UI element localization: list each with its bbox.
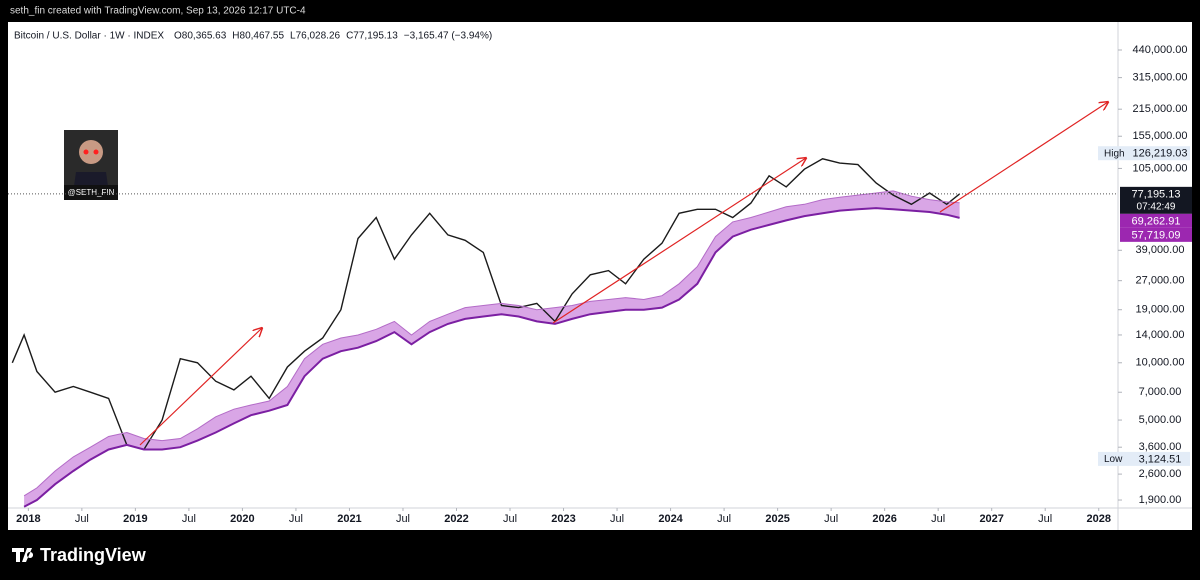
ohlc-value: H80,467.55 bbox=[232, 31, 284, 42]
marker-tag bbox=[1098, 451, 1190, 466]
x-tick-label: Jul bbox=[75, 513, 89, 525]
x-tick-label: 2025 bbox=[765, 513, 789, 525]
trend-arrow bbox=[552, 158, 806, 324]
y-tick-label: 10,000.00 bbox=[1136, 357, 1185, 369]
avatar-label: @SETH_FIN bbox=[68, 188, 115, 197]
price-tag-label: 57,719.09 bbox=[1132, 229, 1181, 241]
x-tick-label: 2023 bbox=[551, 513, 575, 525]
y-tick-label: 19,000.00 bbox=[1136, 304, 1185, 316]
y-tick-label: 155,000.00 bbox=[1132, 130, 1187, 142]
avatar-label-bg bbox=[64, 185, 118, 200]
avatar-eye bbox=[83, 149, 89, 155]
marker-value: 3,124.51 bbox=[1139, 453, 1182, 465]
x-tick-label: Jul bbox=[1038, 513, 1052, 525]
x-tick-label: 2021 bbox=[337, 513, 361, 525]
x-tick-label: Jul bbox=[610, 513, 624, 525]
x-tick-label: Jul bbox=[931, 513, 945, 525]
header: Bitcoin / U.S. Dollar · 1W · INDEX O80,3… bbox=[14, 31, 492, 42]
y-tick-label: 14,000.00 bbox=[1136, 329, 1185, 341]
price-tag bbox=[1120, 186, 1192, 214]
y-tick-label: 27,000.00 bbox=[1136, 275, 1185, 287]
x-tick-label: Jul bbox=[824, 513, 838, 525]
x-tick-label: 2019 bbox=[123, 513, 147, 525]
marker-name: High bbox=[1104, 148, 1125, 159]
series-line bbox=[23, 207, 960, 508]
x-tick-label: Jul bbox=[182, 513, 196, 525]
ohlc-value: O80,365.63 bbox=[174, 31, 227, 42]
ohlc-value: C77,195.13 bbox=[346, 31, 398, 42]
axes: 1,900.00 2,600.00 3,600.00 5,000.00 7,000.00… bbox=[16, 44, 1192, 525]
y-tick-label: 1,900.00 bbox=[1139, 494, 1182, 506]
trend-arrow bbox=[939, 102, 1108, 213]
avatar-face bbox=[79, 140, 103, 164]
x-tick-label: 2027 bbox=[979, 513, 1003, 525]
credit: seth_fin created with TradingView.com, S… bbox=[10, 6, 306, 17]
avatar-eye bbox=[93, 149, 99, 155]
x-tick-label: 2028 bbox=[1086, 513, 1110, 525]
ohlc-value: L76,028.26 bbox=[290, 31, 340, 42]
plot bbox=[8, 158, 1118, 508]
y-tick-label: 315,000.00 bbox=[1132, 72, 1187, 84]
price-tag-label: 69,262.91 bbox=[1132, 215, 1181, 227]
y-tick-label: 5,000.00 bbox=[1139, 414, 1182, 426]
x-tick-label: Jul bbox=[396, 513, 410, 525]
brand: TradingView bbox=[40, 545, 147, 565]
y-tick-label: 105,000.00 bbox=[1132, 162, 1187, 174]
x-tick-label: Jul bbox=[289, 513, 303, 525]
marker-name: Low bbox=[1104, 454, 1123, 465]
series-line bbox=[23, 190, 960, 497]
x-tick-label: 2024 bbox=[658, 513, 683, 525]
price-tag bbox=[1120, 227, 1192, 242]
x-tick-label: 2018 bbox=[16, 513, 40, 525]
chart-area bbox=[8, 22, 1192, 530]
y-tick-label: 2,600.00 bbox=[1139, 468, 1182, 480]
trend-arrow bbox=[139, 328, 262, 446]
x-tick-label: 2020 bbox=[230, 513, 254, 525]
y-tick-label: 215,000.00 bbox=[1132, 103, 1187, 115]
y-tick-label: 3,600.00 bbox=[1139, 441, 1182, 453]
x-tick-label: 2026 bbox=[872, 513, 896, 525]
price-tag bbox=[1120, 213, 1192, 228]
x-tick-label: Jul bbox=[503, 513, 517, 525]
symbol: Bitcoin / U.S. Dollar · 1W · INDEX bbox=[14, 31, 164, 42]
ohlc-value: −3,165.47 (−3.94%) bbox=[404, 31, 492, 42]
x-tick-label: Jul bbox=[717, 513, 731, 525]
y-tick-label: 7,000.00 bbox=[1139, 386, 1182, 398]
y-tick-label: 39,000.00 bbox=[1136, 244, 1185, 256]
x-tick-label: 2022 bbox=[444, 513, 468, 525]
marker-tag bbox=[1098, 146, 1190, 161]
marker-value: 126,219.03 bbox=[1132, 148, 1187, 160]
y-tick-label: 440,000.00 bbox=[1132, 44, 1187, 56]
price-tag-label: 77,195.13 bbox=[1132, 188, 1181, 200]
brand-logo bbox=[12, 548, 34, 562]
countdown: 07:42:49 bbox=[1137, 201, 1176, 212]
series-line bbox=[11, 158, 961, 451]
